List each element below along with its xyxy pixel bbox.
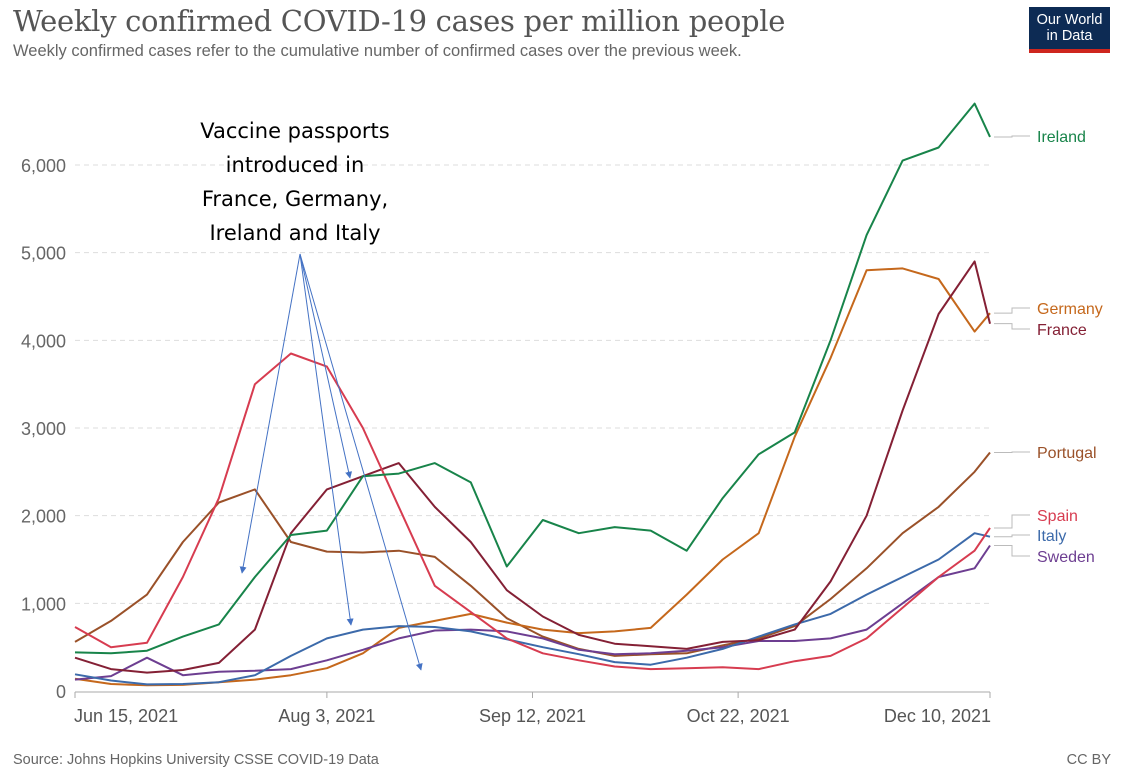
series-line-ireland[interactable] [74,102,991,655]
series-lines [74,102,991,687]
legend-label-portugal[interactable]: Portugal [1037,445,1097,462]
legend-connector [994,135,1030,138]
y-tick-label: 5,000 [21,244,66,264]
legend-label-france[interactable]: France [1037,322,1087,339]
source-note: Source: Johns Hopkins University CSSE CO… [13,752,379,768]
legend-label-spain[interactable]: Spain [1037,508,1078,525]
y-tick-label: 1,000 [21,594,66,614]
series-line-france[interactable] [74,260,991,674]
y-tick-label: 3,000 [21,419,66,439]
legend: Ireland Germany France Portugal Spain Italy Sw… [994,129,1103,566]
x-tick-label: Oct 22, 2021 [687,706,790,726]
series-line-germany[interactable] [74,267,991,687]
annotation-text-line: Ireland and Italy [209,221,380,245]
series-line-italy[interactable] [74,532,991,686]
series-line-portugal[interactable] [74,451,991,657]
series-line-spain[interactable] [74,352,991,671]
owid-logo[interactable]: Our World in Data [1029,7,1110,53]
y-tick-label: 2,000 [21,507,66,527]
legend-connector [994,514,1030,529]
annotation-arrow [299,253,353,479]
y-axis: 0 1,000 2,000 3,000 4,000 5,000 6,000 [21,156,66,702]
annotation-arrow [299,253,423,671]
x-tick-label: Aug 3, 2021 [278,706,375,726]
chart-title: Weekly confirmed COVID-19 cases per mill… [13,4,786,38]
y-tick-label: 6,000 [21,156,66,176]
x-tick-label: Jun 15, 2021 [74,706,178,726]
annotation-arrow [239,253,301,574]
annotation: Vaccine passports introduced in France, Ge… [200,119,423,671]
legend-label-sweden[interactable]: Sweden [1037,549,1095,566]
x-tick-label: Dec 10, 2021 [884,706,991,726]
annotation-arrow [299,253,354,626]
legend-connector [994,323,1030,330]
legend-label-germany[interactable]: Germany [1037,301,1103,318]
legend-connector [994,307,1030,314]
series-line-sweden[interactable] [74,544,991,681]
y-tick-label: 4,000 [21,331,66,351]
legend-connector [994,451,1030,454]
chart-subtitle: Weekly confirmed cases refer to the cumu… [13,42,742,60]
legend-connector [994,534,1030,538]
legend-label-ireland[interactable]: Ireland [1037,129,1086,146]
x-axis: Jun 15, 2021 Aug 3, 2021 Sep 12, 2021 Oct 2… [74,691,991,726]
logo-line-1: Our World [1036,12,1103,28]
license-link[interactable]: CC BY [1066,752,1111,768]
annotation-text-line: introduced in [226,153,365,177]
legend-connector [994,544,1030,557]
x-tick-label: Sep 12, 2021 [479,706,586,726]
annotation-text-line: France, Germany, [202,187,388,211]
logo-line-2: in Data [1046,28,1093,44]
annotation-text-line: Vaccine passports [200,119,390,143]
y-tick-label: 0 [56,682,66,702]
legend-label-italy[interactable]: Italy [1037,528,1066,545]
